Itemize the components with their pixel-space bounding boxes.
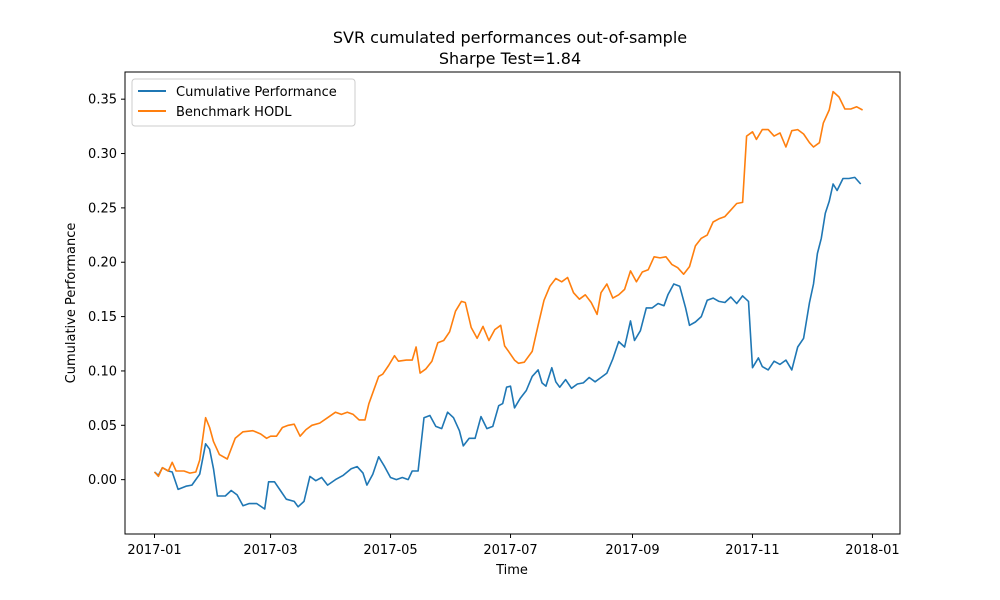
y-tick-label: 0.20	[88, 256, 117, 271]
x-axis: 2017-01 2017-03 2017-05 2017-07 2017-09 2017-…	[127, 534, 900, 558]
x-tick-label: 2017-03	[243, 543, 297, 558]
y-axis-label: Cumulative Performance	[64, 223, 79, 384]
chart-subtitle: Sharpe Test=1.84	[439, 49, 581, 68]
x-tick-label: 2017-07	[483, 543, 537, 558]
y-tick-label: 0.15	[88, 310, 117, 325]
legend-label-benchmark-hodl: Benchmark HODL	[176, 105, 292, 120]
x-tick-label: 2017-01	[127, 543, 181, 558]
y-tick-label: 0.35	[88, 93, 117, 108]
series-line-cumulative-performance	[153, 176, 862, 510]
x-tick-label: 2017-05	[363, 543, 417, 558]
x-tick-label: 2017-11	[725, 543, 779, 558]
y-tick-label: 0.25	[88, 201, 117, 216]
legend: Cumulative Performance Benchmark HODL	[131, 78, 356, 127]
y-tick-label: 0.10	[88, 364, 117, 379]
y-tick-label: 0.30	[88, 147, 117, 162]
chart-title: SVR cumulated performances out-of-sample	[333, 28, 687, 47]
x-axis-label: Time	[495, 563, 528, 578]
y-axis: 0.00 0.05 0.10 0.15 0.20 0.25 0.30 0.35	[88, 93, 125, 488]
y-tick-label: 0.00	[88, 473, 117, 488]
legend-label-cumulative-performance: Cumulative Performance	[176, 85, 337, 100]
x-tick-label: 2017-09	[605, 543, 659, 558]
legend-box	[131, 78, 356, 127]
x-tick-label: 2018-01	[845, 543, 899, 558]
series-line-benchmark-hodl	[153, 90, 863, 478]
plot-area	[153, 90, 863, 510]
plot-frame	[124, 71, 901, 535]
y-tick-label: 0.05	[88, 419, 117, 434]
